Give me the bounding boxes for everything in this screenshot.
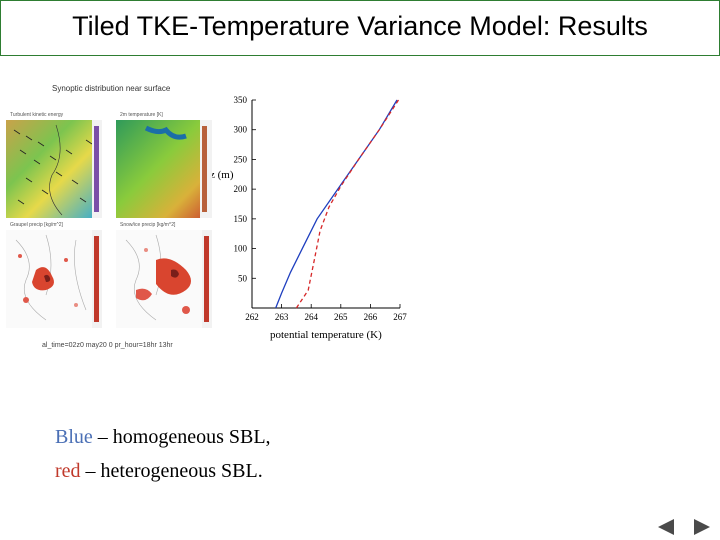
series-line-red [295,99,400,309]
map-panel-tke [6,120,102,218]
x-tick-label: 263 [275,312,289,322]
panel-label-snow: Snow/ice precip [kg/m^2] [120,222,176,228]
y-axis-label: z (m) [212,169,234,181]
prev-triangle-icon[interactable] [656,518,676,536]
y-tick-label: 100 [234,244,248,254]
legend-line-heterogeneous: red – heterogeneous SBL. [55,454,271,488]
plot-frame [251,100,400,309]
y-axis-ticks: 50 100 150 200 250 300 350 [234,95,256,283]
y-tick-label: 250 [234,154,248,164]
synoptic-maps-figure: Synoptic distribution near surface Turbu… [2,84,212,356]
series-layer [275,99,400,309]
y-tick-label: 200 [234,184,248,194]
panel-label-graupel: Graupel precip [kg/m^2] [10,222,63,228]
x-axis-ticks: 262 263 264 265 266 267 [245,304,407,322]
slide-title: Tiled TKE-Temperature Variance Model: Re… [72,11,648,41]
x-tick-label: 262 [245,312,259,322]
maps-caption: Synoptic distribution near surface [52,84,171,93]
legend-blue-word: Blue [55,426,93,448]
y-tick-label: 350 [234,95,248,105]
map-panel-graupel [6,230,102,328]
y-tick-label: 50 [238,273,248,283]
panel-label-temp: 2m temperature [K] [120,112,163,118]
y-tick-label: 150 [234,214,248,224]
legend-heterogeneous-text: – heterogeneous SBL. [80,460,263,482]
panel-label-tke: Turbulent kinetic energy [10,112,64,118]
maps-footer: al_time=02z0 may20 0 pr_hour=18hr 13hr [42,342,173,349]
y-tick-label: 300 [234,125,248,135]
x-tick-label: 266 [364,312,378,322]
map-panel-temperature [116,120,212,218]
legend-text: Blue – homogeneous SBL, red – heterogene… [55,420,271,488]
x-axis-label: potential temperature (K) [270,329,382,341]
legend-homogeneous-text: – homogeneous SBL, [92,426,271,448]
x-tick-label: 267 [393,312,407,322]
next-triangle-icon[interactable] [692,518,712,536]
map-panel-snow [116,230,212,328]
x-tick-label: 265 [334,312,348,322]
title-bar: Tiled TKE-Temperature Variance Model: Re… [0,0,720,56]
legend-line-homogeneous: Blue – homogeneous SBL, [55,420,271,454]
x-tick-label: 264 [304,312,318,322]
series-line-blue [275,99,398,309]
legend-red-word: red [55,460,81,482]
